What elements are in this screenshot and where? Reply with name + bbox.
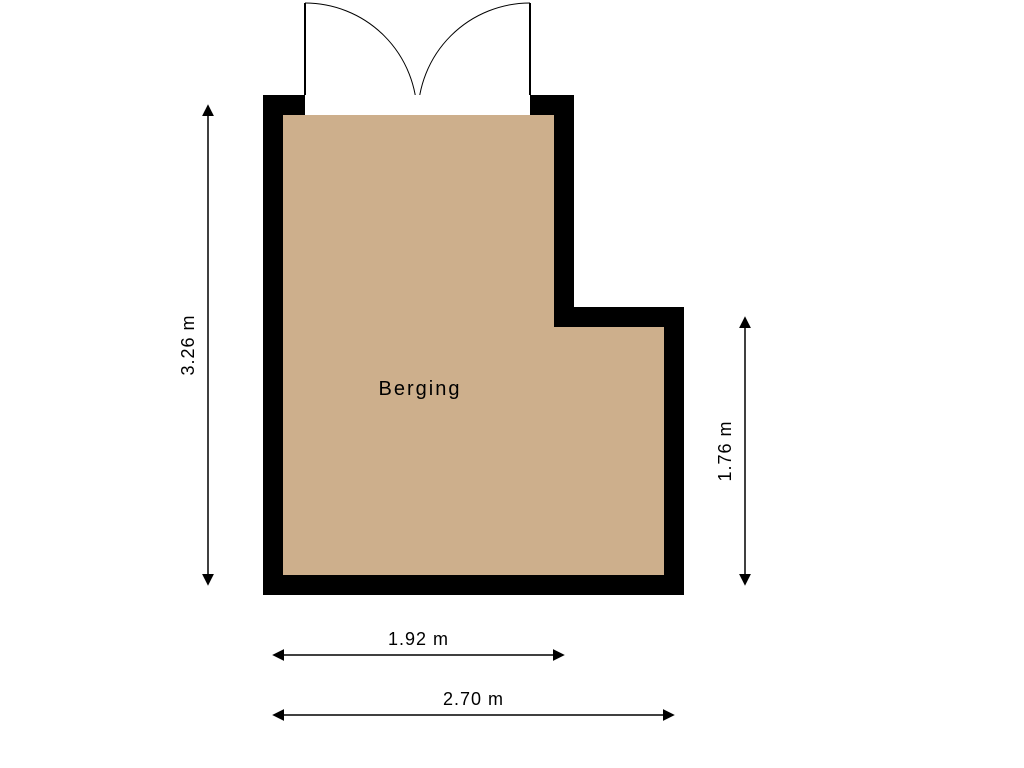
- floorplan-canvas: Berging 3.26 m 1.76 m 1.92 m 2.70 m: [0, 0, 1024, 768]
- dimension-label-width-outer: 2.70 m: [443, 689, 504, 709]
- door-opening: [305, 95, 530, 115]
- dimension-label-width-inner: 1.92 m: [388, 629, 449, 649]
- room-floor: [283, 115, 664, 575]
- room-label: Berging: [379, 378, 462, 400]
- dimension-label-left-height: 3.26 m: [178, 314, 198, 375]
- dimension-label-right-height: 1.76 m: [715, 420, 735, 481]
